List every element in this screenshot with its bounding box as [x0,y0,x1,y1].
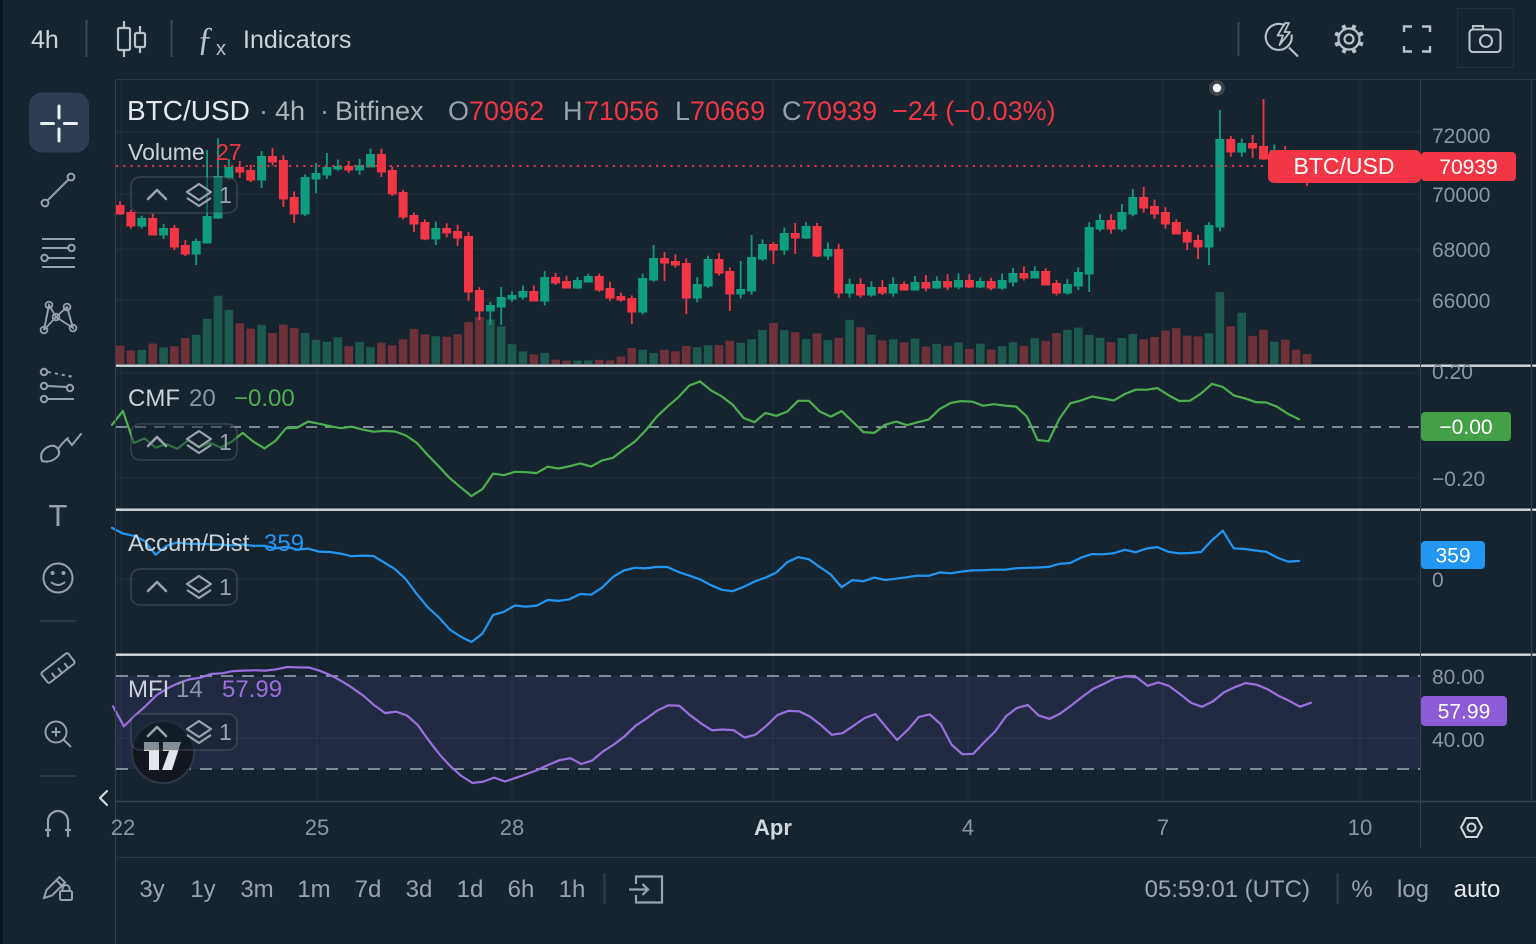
svg-text:−0.00: −0.00 [1439,416,1492,439]
svg-text:log: log [1397,876,1429,903]
svg-text:BTC/USD: BTC/USD [127,95,250,126]
svg-text:C: C [782,96,802,126]
svg-text:70962: 70962 [469,96,544,126]
svg-text:Bitfinex: Bitfinex [335,96,424,126]
svg-text:27: 27 [216,139,242,165]
svg-text:25: 25 [305,815,329,840]
svg-text:1y: 1y [190,876,215,903]
svg-text:4h: 4h [31,26,59,54]
svg-text:·: · [259,96,268,126]
svg-text:MFI: MFI [128,676,169,703]
svg-text:L: L [675,96,690,126]
svg-text:57.99: 57.99 [222,676,282,703]
svg-text:3m: 3m [240,876,273,903]
svg-text:05:59:01 (UTC): 05:59:01 (UTC) [1145,876,1310,903]
svg-text:359: 359 [1435,544,1470,567]
svg-text:0: 0 [1432,569,1444,592]
svg-text:T: T [49,498,68,533]
svg-text:1m: 1m [297,876,330,903]
svg-text:H: H [563,96,583,126]
svg-text:CMF: CMF [128,385,180,412]
svg-text:40.00: 40.00 [1432,729,1485,752]
svg-text:1: 1 [219,719,232,745]
svg-text:10: 10 [1348,815,1372,840]
svg-text:359: 359 [264,530,304,557]
svg-text:−24 (−0.03%): −24 (−0.03%) [892,96,1056,126]
svg-text:Apr: Apr [754,815,792,840]
svg-text:6h: 6h [508,876,535,903]
svg-text:ƒ: ƒ [197,21,214,58]
svg-text:−0.20: −0.20 [1432,468,1485,491]
svg-text:80.00: 80.00 [1432,666,1485,689]
svg-text:·: · [320,96,329,126]
svg-text:22: 22 [111,815,135,840]
svg-text:4h: 4h [275,96,305,126]
svg-text:7d: 7d [355,876,382,903]
svg-text:Volume: Volume [128,139,205,165]
svg-text:70000: 70000 [1432,184,1490,207]
svg-text:1: 1 [219,574,232,600]
svg-text:BTC/USD: BTC/USD [1294,153,1395,179]
svg-text:20: 20 [189,385,216,412]
svg-text:14: 14 [176,676,203,703]
svg-text:70939: 70939 [802,96,877,126]
svg-text:Indicators: Indicators [243,26,351,54]
svg-text:3y: 3y [139,876,164,903]
svg-text:71056: 71056 [584,96,659,126]
svg-text:72000: 72000 [1432,125,1490,148]
svg-text:auto: auto [1454,876,1501,903]
svg-text:3d: 3d [406,876,433,903]
svg-text:70939: 70939 [1439,156,1497,179]
svg-text:0.20: 0.20 [1432,361,1473,384]
svg-text:68000: 68000 [1432,239,1490,262]
svg-text:1: 1 [219,182,232,208]
svg-text:4: 4 [962,815,974,840]
svg-text:66000: 66000 [1432,290,1490,313]
svg-text:70669: 70669 [690,96,765,126]
svg-text:7: 7 [1157,815,1169,840]
svg-text:57.99: 57.99 [1438,700,1491,723]
svg-text:%: % [1351,876,1372,903]
svg-text:x: x [216,38,226,60]
svg-text:Accum/Dist: Accum/Dist [128,530,250,557]
svg-text:O: O [448,96,469,126]
svg-text:28: 28 [500,815,524,840]
svg-text:1: 1 [219,429,232,455]
svg-text:1d: 1d [457,876,484,903]
svg-text:1h: 1h [559,876,586,903]
svg-text:−0.00: −0.00 [234,385,295,412]
